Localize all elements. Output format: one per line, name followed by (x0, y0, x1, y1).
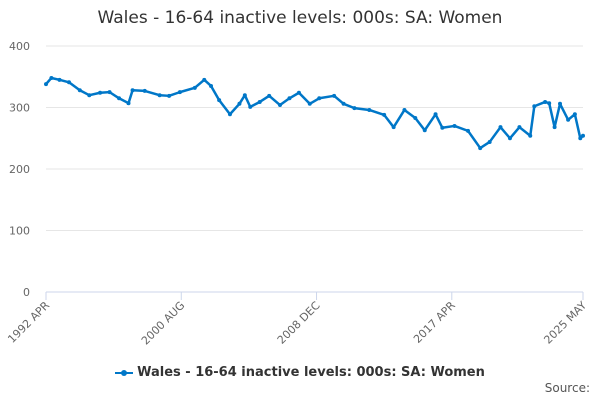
data-point (44, 82, 48, 87)
y-tick-label: 100 (9, 225, 30, 238)
data-point (49, 75, 54, 80)
data-point (543, 99, 548, 104)
data-point (130, 88, 135, 93)
data-point (578, 136, 583, 141)
data-point (267, 93, 272, 98)
data-point (177, 90, 182, 95)
data-point (157, 93, 162, 98)
series-line (45, 76, 584, 150)
data-point (192, 85, 197, 90)
x-tick-label: 2017 APR (411, 299, 458, 346)
data-point (217, 98, 222, 103)
data-point (317, 96, 322, 101)
data-point (517, 125, 522, 130)
data-point (402, 107, 407, 112)
y-tick-label: 0 (23, 286, 30, 299)
source-label: Source: (544, 381, 590, 395)
legend-label: Wales - 16-64 inactive levels: 000s: SA:… (137, 365, 485, 380)
data-point (532, 104, 537, 109)
data-point (117, 96, 122, 101)
x-tick-label: 2008 DEC (275, 299, 323, 347)
x-tick-label: 2000 AUG (139, 299, 188, 348)
data-point (382, 112, 387, 117)
data-point (572, 112, 577, 117)
data-point (466, 128, 471, 133)
data-point (391, 125, 396, 130)
data-point (296, 90, 301, 95)
data-point (257, 99, 262, 104)
data-point (202, 77, 207, 82)
data-point (167, 93, 172, 98)
data-point (566, 117, 571, 122)
data-point (498, 125, 503, 130)
data-point (209, 83, 214, 88)
data-point (581, 133, 585, 138)
data-point (66, 80, 71, 85)
y-tick-label: 200 (9, 163, 30, 176)
data-point (528, 133, 533, 138)
data-point (287, 96, 292, 101)
data-point (107, 90, 112, 95)
data-point (332, 93, 337, 98)
data-point (57, 77, 62, 82)
y-tick-label: 300 (9, 102, 30, 115)
data-point (237, 101, 242, 106)
data-point (341, 101, 346, 106)
data-point (558, 101, 563, 106)
data-point (142, 88, 147, 93)
data-point (452, 123, 457, 128)
data-point (433, 112, 438, 117)
chart-title: Wales - 16-64 inactive levels: 000s: SA:… (97, 8, 503, 28)
data-point (507, 136, 512, 141)
data-point (227, 112, 232, 117)
data-point (440, 125, 445, 130)
x-tick-label: 2025 MAY (541, 299, 589, 347)
data-point (547, 101, 552, 106)
data-point (352, 106, 357, 111)
legend[interactable]: Wales - 16-64 inactive levels: 000s: SA:… (0, 365, 600, 380)
data-point (126, 101, 131, 106)
data-point (478, 146, 483, 151)
data-point (487, 139, 492, 144)
data-point (278, 103, 283, 108)
data-point (367, 107, 372, 112)
data-point (422, 128, 427, 133)
data-point (413, 115, 418, 120)
legend-swatch (115, 369, 134, 376)
data-point (242, 93, 247, 98)
data-point (307, 101, 312, 106)
data-point (77, 88, 82, 93)
data-point (552, 125, 557, 130)
data-point (87, 93, 92, 98)
y-tick-label: 400 (9, 40, 30, 53)
x-tick-label: 1992 APR (5, 299, 52, 346)
data-point (98, 90, 103, 95)
data-point (248, 104, 253, 109)
